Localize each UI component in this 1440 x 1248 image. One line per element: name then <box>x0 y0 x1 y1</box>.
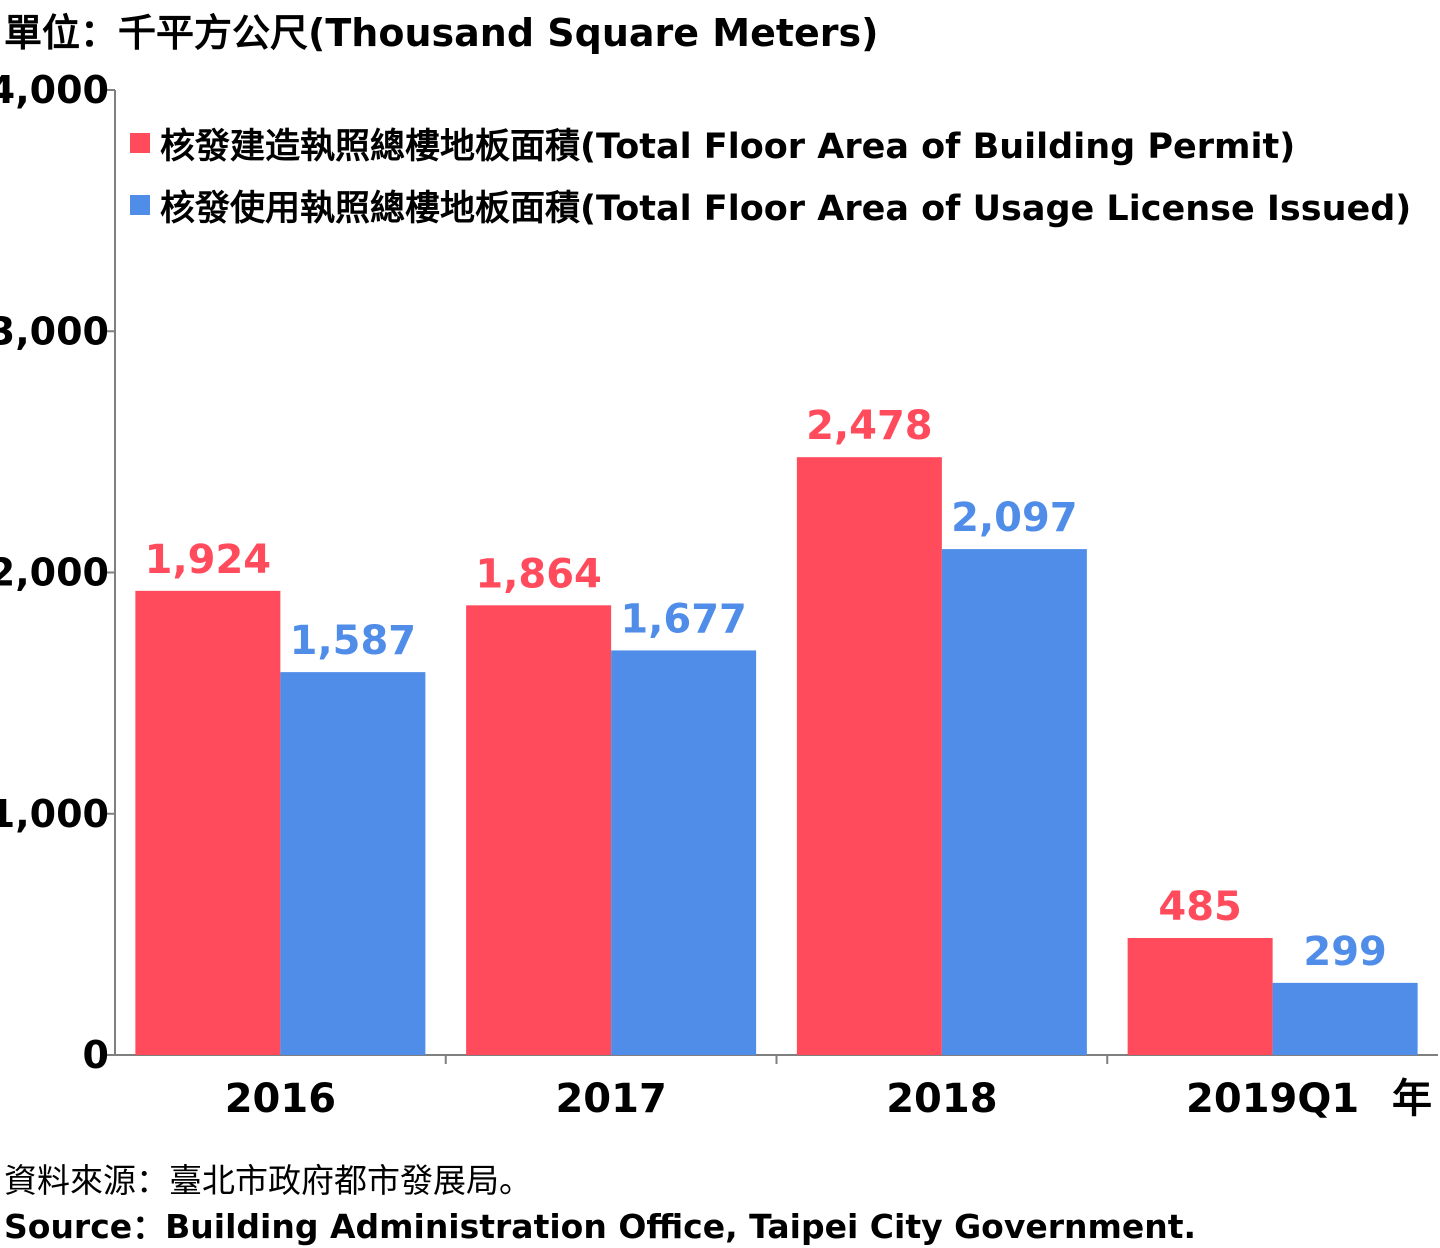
data-label-permit: 2,478 <box>806 403 933 449</box>
data-label-usage: 1,587 <box>290 618 417 664</box>
x-unit-label: 年 <box>1392 1076 1432 1122</box>
bar-permit <box>466 605 612 1055</box>
bar-permit <box>1127 937 1273 1055</box>
unit-label: 單位：千平方公尺(Thousand Square Meters) <box>4 11 879 55</box>
data-label-permit: 485 <box>1158 884 1242 930</box>
legend-item-usage: 核發使用執照總樓地板面積(Total Floor Area of Usage L… <box>130 174 1411 236</box>
data-label-permit: 1,864 <box>475 551 602 597</box>
legend: 核發建造執照總樓地板面積(Total Floor Area of Buildin… <box>130 112 1411 236</box>
legend-label-permit: 核發建造執照總樓地板面積(Total Floor Area of Buildin… <box>160 126 1296 167</box>
y-tick-label: 2,000 <box>0 551 109 595</box>
bar-usage <box>280 672 426 1055</box>
y-tick-label: 4,000 <box>0 68 109 112</box>
y-tick-label: 0 <box>83 1033 109 1077</box>
x-tick-label: 2016 <box>225 1076 336 1122</box>
bar-permit <box>135 590 281 1055</box>
data-label-permit: 1,924 <box>145 537 272 583</box>
source-note-zh: 資料來源：臺北市政府都市發展局。 <box>4 1161 532 1200</box>
legend-swatch-usage <box>130 195 150 215</box>
data-label-usage: 1,677 <box>620 596 747 642</box>
y-tick-label: 1,000 <box>0 792 109 836</box>
y-tick-label: 3,000 <box>0 309 109 353</box>
bar-permit <box>796 457 942 1055</box>
x-tick-label: 2017 <box>555 1076 666 1122</box>
legend-item-permit: 核發建造執照總樓地板面積(Total Floor Area of Buildin… <box>130 112 1411 174</box>
bar-usage <box>1272 982 1418 1055</box>
x-tick-label: 2019Q1 <box>1186 1076 1359 1122</box>
bar-usage <box>941 549 1087 1055</box>
data-label-usage: 299 <box>1303 929 1387 975</box>
legend-label-usage: 核發使用執照總樓地板面積(Total Floor Area of Usage L… <box>160 188 1412 229</box>
source-note-en: Source：Building Administration Office, T… <box>4 1207 1197 1246</box>
legend-swatch-permit <box>130 133 150 153</box>
x-tick-label: 2018 <box>886 1076 997 1122</box>
data-label-usage: 2,097 <box>951 495 1078 541</box>
bar-usage <box>611 650 757 1055</box>
